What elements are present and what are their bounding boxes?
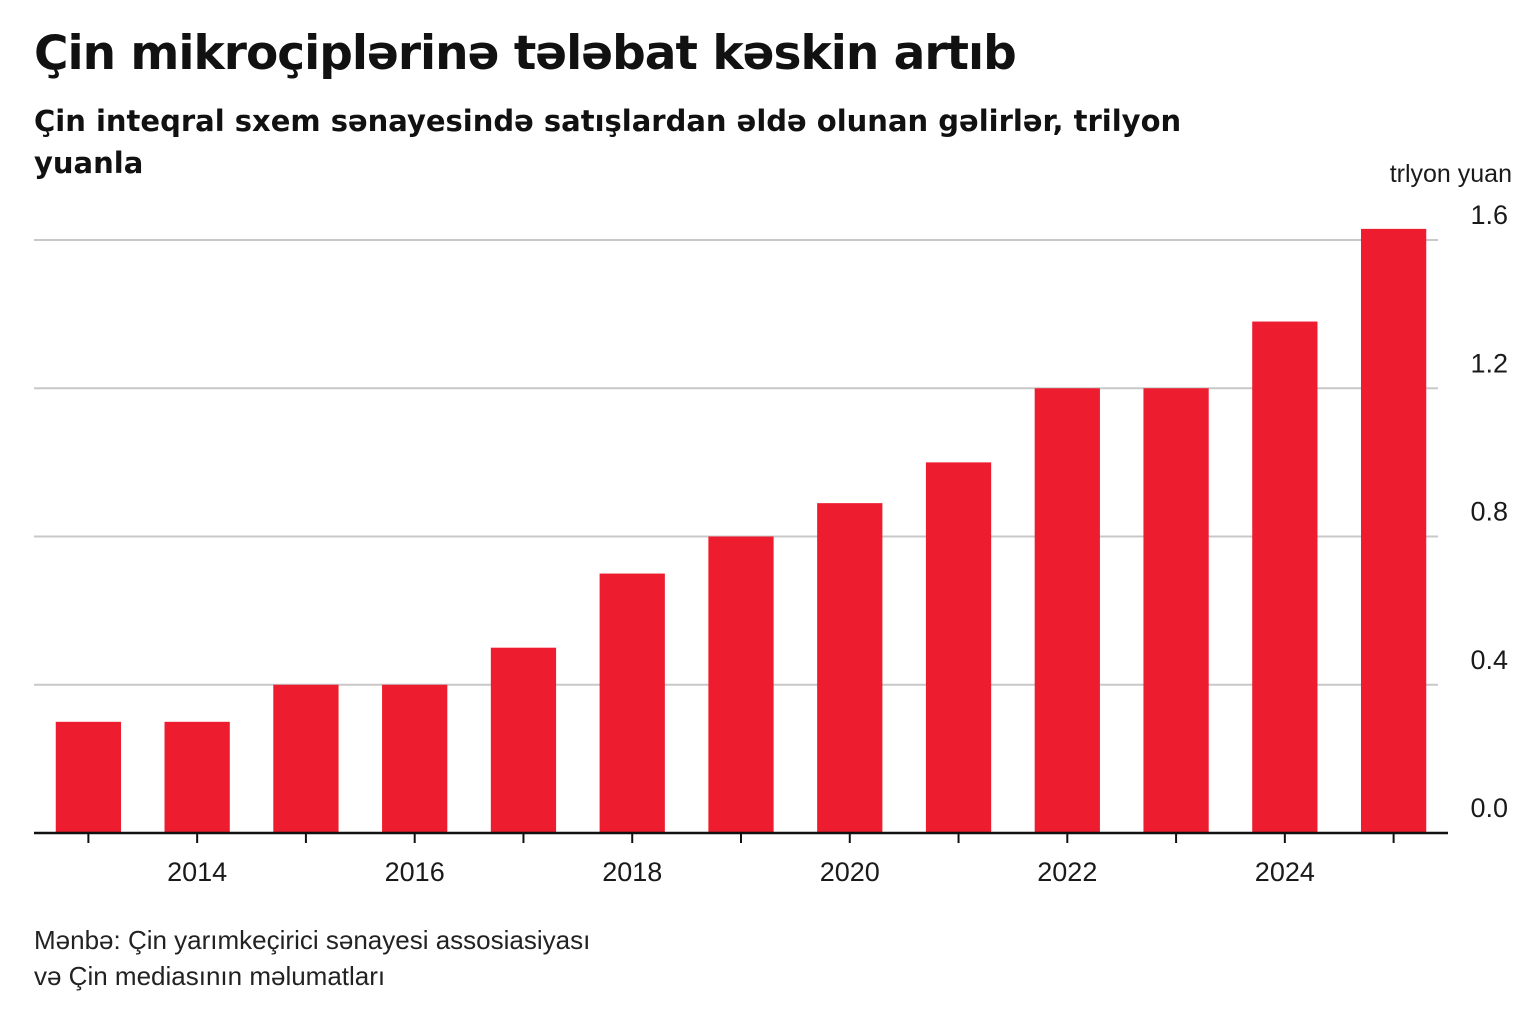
x-tick-label: 2014: [167, 857, 227, 887]
y-tick-label: 0.0: [1470, 793, 1508, 823]
y-tick-label: 0.8: [1470, 497, 1508, 527]
x-tick-label: 2022: [1037, 857, 1097, 887]
bar: [817, 503, 883, 833]
bar: [55, 721, 122, 833]
y-tick-label: 0.4: [1470, 645, 1508, 675]
bar: [599, 573, 665, 833]
source-line-2: və Çin mediasının məlumatları: [34, 961, 386, 991]
y-axis-unit-label: trlyon yuan: [1389, 160, 1512, 188]
bar: [490, 647, 557, 833]
bar: [1143, 388, 1209, 833]
bar: [1252, 321, 1318, 833]
y-tick-label: 1.6: [1470, 200, 1508, 230]
y-tick-label: 1.2: [1470, 348, 1508, 378]
x-tick-label: 2024: [1255, 857, 1315, 887]
x-tick-label: 2018: [602, 857, 662, 887]
chart-title: Çin mikroçiplərinə tələbat kəskin artıb: [34, 26, 1017, 81]
bar: [925, 462, 992, 833]
x-tick-label: 2016: [385, 857, 445, 887]
bar: [382, 684, 448, 833]
bar: [708, 536, 774, 833]
x-tick-label: 2020: [820, 857, 880, 887]
source-note: Mənbə: Çin yarımkeçirici sənayesi assosi…: [34, 922, 590, 994]
bar: [1034, 388, 1100, 833]
source-line-1: Mənbə: Çin yarımkeçirici sənayesi assosi…: [34, 925, 591, 955]
chart-subtitle: Çin inteqral sxem sənayesində satışlarda…: [34, 104, 1182, 180]
bar: [164, 721, 230, 833]
bar: [1360, 228, 1427, 834]
bar: [273, 684, 339, 833]
